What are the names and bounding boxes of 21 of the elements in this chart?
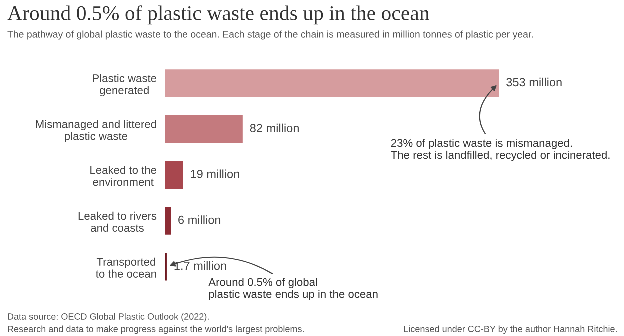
bar [165,207,172,235]
source-note: Data source: OECD Global Plastic Outlook (2022). [8,313,209,322]
y-tick-label: Transported to the ocean [96,258,156,278]
chart-subtitle: The pathway of global plastic waste to the ocean. Each stage of the chain is measured in million tonnes of plastic per year. [8,30,533,40]
bar [165,116,243,144]
data-label: 353 million [506,78,562,87]
data-label: 6 million [178,216,221,224]
y-tick-label: Leaked to rivers and coasts [78,212,157,232]
y-tick-label: Mismanaged and littered plastic waste [36,120,156,142]
annotation: 23% of plastic waste is mismanaged. The rest is landfilled, recycled or incinerated. [391,138,610,162]
y-tick-label: Plastic waste generated [93,74,157,97]
y-tick-label: Leaked to the environment [90,166,157,186]
annotation: Around 0.5% of global plastic waste ends up in the ocean [208,278,378,300]
bar [165,70,500,98]
data-label: 82 million [250,124,299,132]
bar [165,161,184,189]
chart-title: Around 0.5% of plastic waste ends up in the ocean [8,6,430,25]
data-label: 1.7 million [174,262,226,270]
data-label: 19 million [191,170,240,178]
text: Licensed under CC-BY by the author Hannah Ritchie. [404,326,617,334]
text: Research and data to make progress against the world's largest problems. [8,326,304,334]
